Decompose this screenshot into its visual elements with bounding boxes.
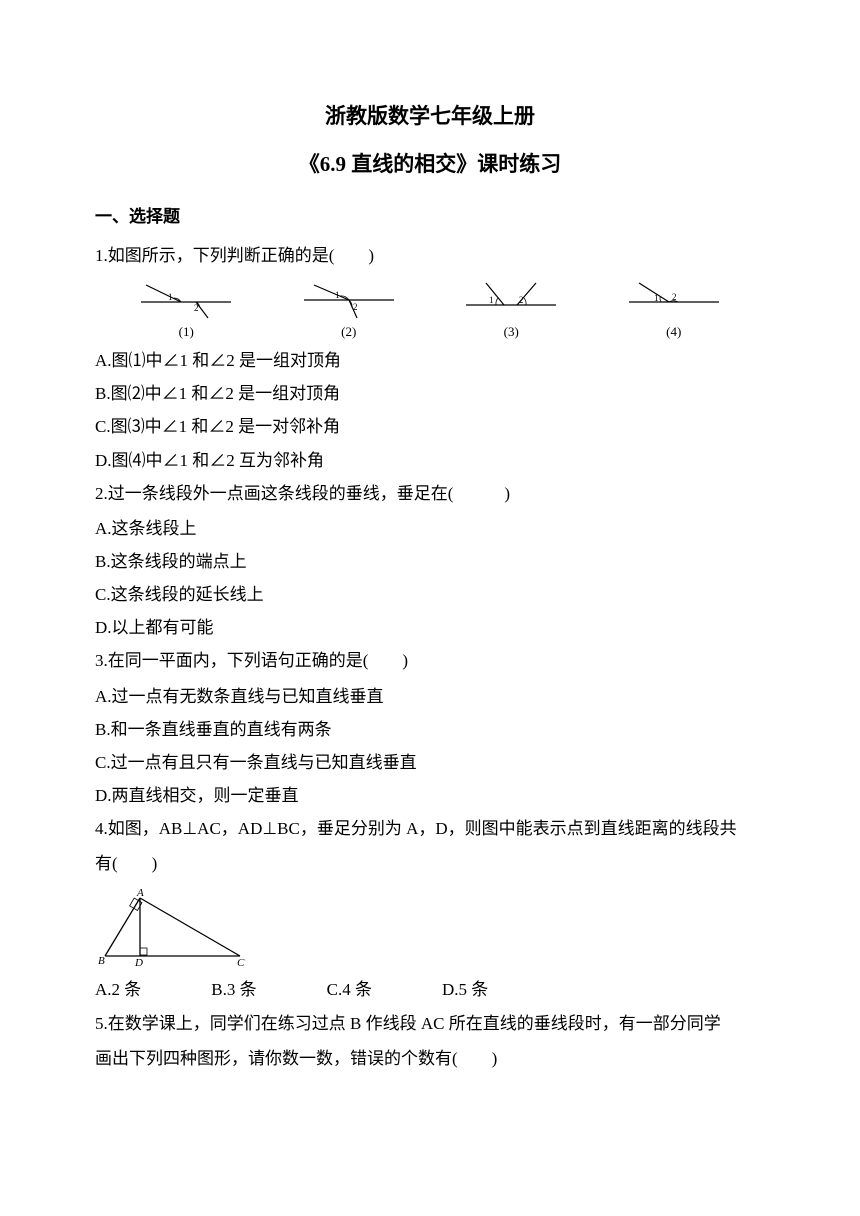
- q4-stem2: 有( ): [95, 847, 765, 880]
- q1-optA: A.图⑴中∠1 和∠2 是一组对顶角: [95, 344, 765, 377]
- q3-optA: A.过一点有无数条直线与已知直线垂直: [95, 680, 765, 713]
- page-subtitle: 《6.9 直线的相交》课时练习: [95, 148, 765, 178]
- q1-fig3-label1: 1: [489, 295, 494, 305]
- q1-fig2-svg: 1 2: [299, 280, 399, 320]
- q1-fig3-svg: 1 2: [461, 280, 561, 320]
- q4-figure: A B D C: [95, 886, 765, 971]
- q2-optB: B.这条线段的端点上: [95, 545, 765, 578]
- q4-optC: C.4 条: [327, 973, 372, 1006]
- q5-stem2: 画出下列四种图形，请你数一数，错误的个数有( ): [95, 1042, 765, 1075]
- q2-optD: D.以上都有可能: [95, 611, 765, 644]
- q2-stem: 2.过一条线段外一点画这条线段的垂线，垂足在( ): [95, 477, 765, 510]
- q1-fig1-label2: 2: [194, 303, 199, 313]
- q4-optA: A.2 条: [95, 973, 141, 1006]
- q3-optB: B.和一条直线垂直的直线有两条: [95, 713, 765, 746]
- q2-optC: C.这条线段的延长线上: [95, 578, 765, 611]
- q4-stem: 4.如图，AB⊥AC，AD⊥BC，垂足分别为 A，D，则图中能表示点到直线距离的…: [95, 812, 765, 845]
- q1-fig3-label2: 2: [519, 295, 524, 305]
- q4-label-D: D: [134, 957, 143, 966]
- q3-optC: C.过一点有且只有一条直线与已知直线垂直: [95, 746, 765, 779]
- q5-stem: 5.在数学课上，同学们在练习过点 B 作线段 AC 所在直线的垂线段时，有一部分…: [95, 1007, 765, 1040]
- q4-label-A: A: [136, 887, 144, 899]
- q1-fig1-label: (1): [136, 324, 236, 340]
- q3-stem: 3.在同一平面内，下列语句正确的是( ): [95, 644, 765, 677]
- q1-fig4-label1: 1: [654, 293, 659, 303]
- q3-optD: D.两直线相交，则一定垂直: [95, 779, 765, 812]
- q1-fig4: 1 2 (4): [624, 280, 724, 340]
- q4-optD: D.5 条: [442, 973, 488, 1006]
- q1-fig3: 1 2 (3): [461, 280, 561, 340]
- q1-figures: 1 2 (1) 1 2 (2) 1 2 (3): [95, 280, 765, 340]
- q1-fig4-label: (4): [624, 324, 724, 340]
- q1-fig1-label1: 1: [168, 292, 173, 302]
- q4-options: A.2 条 B.3 条 C.4 条 D.5 条: [95, 973, 765, 1006]
- q4-triangle-svg: A B D C: [95, 886, 245, 966]
- q1-optD: D.图⑷中∠1 和∠2 互为邻补角: [95, 444, 765, 477]
- q4-label-B: B: [98, 955, 105, 966]
- q2-optA: A.这条线段上: [95, 512, 765, 545]
- q1-optC: C.图⑶中∠1 和∠2 是一对邻补角: [95, 410, 765, 443]
- q1-fig2-label1: 1: [335, 290, 340, 300]
- q1-fig4-label2: 2: [672, 292, 677, 302]
- q1-fig2-label: (2): [299, 324, 399, 340]
- q1-fig2-label2: 2: [353, 302, 358, 312]
- q1-fig1-svg: 1 2: [136, 280, 236, 320]
- q4-optB: B.3 条: [211, 973, 256, 1006]
- q1-fig1: 1 2 (1): [136, 280, 236, 340]
- q4-label-C: C: [237, 957, 245, 966]
- q1-fig2: 1 2 (2): [299, 280, 399, 340]
- page-title: 浙教版数学七年级上册: [95, 100, 765, 130]
- q1-fig3-label: (3): [461, 324, 561, 340]
- section-heading: 一、选择题: [95, 202, 765, 227]
- q1-stem: 1.如图所示，下列判断正确的是( ): [95, 239, 765, 272]
- q1-optB: B.图⑵中∠1 和∠2 是一组对顶角: [95, 377, 765, 410]
- q1-fig4-svg: 1 2: [624, 280, 724, 320]
